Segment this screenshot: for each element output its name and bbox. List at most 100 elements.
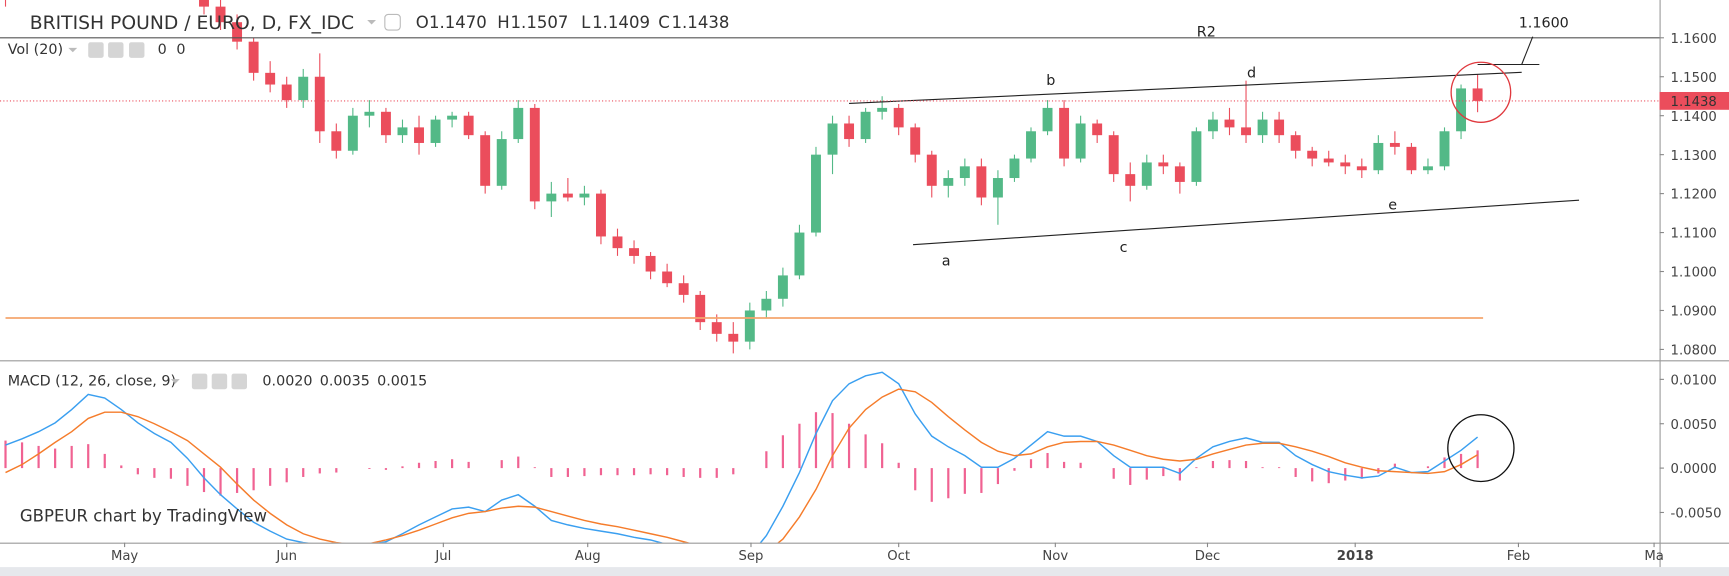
candle-body: [215, 6, 226, 23]
candle-body: [347, 115, 358, 151]
y-tick-label: -0.0050: [1671, 507, 1722, 522]
x-tick-label: Feb: [1507, 549, 1530, 564]
ohlc-value: 1.1409: [592, 13, 650, 32]
ohlc-value: 1.1470: [429, 13, 487, 32]
bottom-strip: [0, 567, 1729, 576]
candle-body: [1356, 166, 1367, 171]
settings-icon[interactable]: [108, 42, 124, 58]
y-tick-label: 0.0100: [1671, 373, 1717, 388]
ohlc-value: 1.1438: [672, 13, 730, 32]
candle-body: [877, 107, 888, 112]
dropdown-icon[interactable]: [68, 47, 78, 53]
candle-body: [1141, 162, 1152, 186]
candle-body: [976, 166, 987, 198]
annotation: e: [1388, 198, 1397, 214]
candle-body: [1373, 142, 1384, 171]
candle-body: [1092, 123, 1103, 136]
x-tick-label: 2018: [1337, 549, 1374, 564]
ohlc-label: L: [581, 13, 591, 32]
x-tick-label: Nov: [1042, 549, 1068, 564]
candle-body: [248, 41, 259, 73]
candle-body: [860, 111, 871, 140]
candle-body: [629, 248, 640, 256]
highlight-circle: [1447, 414, 1515, 483]
candle-body: [1257, 119, 1268, 136]
macd-pane: [4, 371, 1479, 543]
upper-trendline: [849, 71, 1522, 104]
candle-body: [844, 123, 855, 140]
candle-body: [943, 178, 954, 186]
candle-body: [1191, 131, 1202, 182]
candle-body: [595, 193, 606, 237]
x-tick-label: Sep: [739, 549, 764, 564]
macd-line: [5, 371, 1479, 543]
candle-body: [414, 127, 424, 143]
candle-body: [1340, 162, 1351, 167]
candle-body: [695, 294, 706, 323]
candle-body: [1207, 119, 1218, 132]
candle-body: [959, 166, 970, 179]
candle-body: [926, 154, 937, 186]
candle-body: [662, 271, 673, 284]
y-tick-label: 1.1200: [1671, 188, 1717, 203]
candle-body: [199, 0, 209, 7]
candle-body: [1075, 123, 1086, 159]
y-tick-label: 1.1500: [1671, 71, 1717, 86]
y-tick-label: 0.0050: [1671, 418, 1717, 433]
last-price-box: [1659, 91, 1729, 110]
candle-body: [811, 154, 821, 233]
candle-body: [1307, 150, 1318, 159]
y-tick-label: 1.1600: [1671, 32, 1717, 47]
candle-body: [678, 283, 689, 295]
candle-body: [513, 107, 524, 140]
candle-body: [430, 119, 441, 143]
price-pane: [4, 0, 1483, 354]
indicator-name: Vol (20): [8, 42, 63, 58]
y-tick-label: 0.0000: [1671, 462, 1717, 477]
candle-body: [1009, 158, 1020, 179]
candle-body: [761, 298, 772, 311]
target-pointer: [1521, 36, 1534, 65]
watermark: GBPEUR chart by TradingView: [20, 507, 267, 526]
candle-body: [364, 111, 375, 116]
eye-icon[interactable]: [191, 373, 208, 390]
candle-body: [1026, 131, 1036, 159]
ohlc-label: H: [497, 13, 509, 32]
candle-body: [1456, 88, 1467, 132]
candle-body: [380, 111, 391, 136]
dropdown-icon[interactable]: [367, 20, 377, 25]
close-icon[interactable]: [129, 42, 145, 58]
macd-line: [5, 388, 1478, 543]
indicator-value: 0: [176, 42, 185, 58]
settings-icon[interactable]: [384, 13, 401, 31]
dropdown-icon[interactable]: [170, 379, 180, 384]
candle-body: [1108, 135, 1119, 175]
candle-body: [992, 178, 1003, 198]
candle-body: [893, 107, 904, 128]
candle-body: [546, 193, 557, 202]
eye-icon[interactable]: [88, 42, 104, 58]
x-tick-label: Aug: [575, 549, 601, 564]
candle-body: [331, 131, 342, 151]
indicator-value: 0.0020: [262, 373, 312, 389]
ohlc-label: C: [658, 13, 670, 32]
candle-body: [314, 76, 325, 132]
indicator-name: MACD (12, 26, close, 9): [8, 373, 176, 389]
candle-body: [1241, 127, 1251, 136]
y-tick-label: 1.0900: [1671, 305, 1717, 320]
candle-body: [711, 322, 722, 334]
candle-body: [281, 84, 292, 101]
settings-icon[interactable]: [211, 373, 228, 390]
y-tick-label: 1.1400: [1671, 110, 1717, 125]
close-icon[interactable]: [231, 373, 247, 390]
candle-body: [463, 115, 474, 136]
candle-body: [1174, 166, 1185, 182]
last-price-label: 1.1438: [1671, 95, 1717, 110]
ohlc-label: O: [416, 13, 429, 32]
candle-body: [1439, 131, 1450, 167]
candle-body: [1125, 174, 1136, 186]
candle-body: [1472, 88, 1483, 101]
